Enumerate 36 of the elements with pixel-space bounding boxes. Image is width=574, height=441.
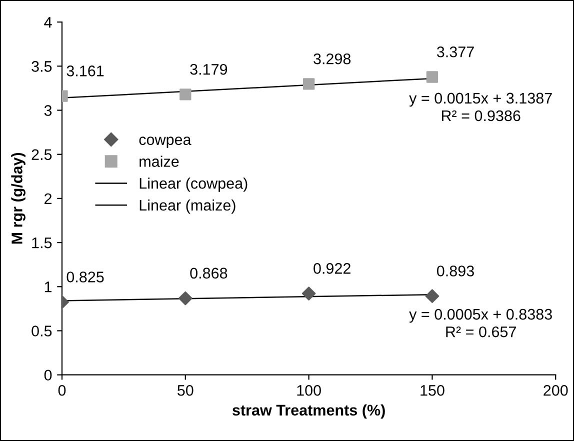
annotation: y = 0.0015x + 3.1387 R² = 0.9386 bbox=[409, 92, 552, 122]
point bbox=[180, 88, 192, 100]
y-tick-label: 0.5 bbox=[32, 326, 52, 336]
x-tick-label: 0 bbox=[58, 384, 66, 396]
x-tick-label: 150 bbox=[420, 384, 444, 396]
y-tick-label: 0 bbox=[44, 370, 52, 381]
legend-label: maize bbox=[140, 156, 179, 167]
data-label: 3.179 bbox=[190, 64, 228, 75]
data-label: 3.377 bbox=[436, 46, 474, 58]
point bbox=[302, 286, 316, 300]
x-tick-label: 200 bbox=[544, 384, 568, 396]
y-tick-label: 2.5 bbox=[32, 149, 52, 160]
x-axis-title: straw Treatments (%) bbox=[232, 404, 385, 419]
point bbox=[426, 71, 438, 83]
y-tick-label: 4 bbox=[44, 17, 52, 28]
y-axis-title: M rgr (g/day) bbox=[11, 152, 26, 244]
annotation: y = 0.0005x + 0.8383 R² = 0.657 bbox=[409, 308, 552, 338]
x-tick-label: 50 bbox=[178, 384, 194, 396]
point bbox=[178, 291, 192, 306]
legend-label: Linear (maize) bbox=[140, 199, 236, 214]
data-label: 0.868 bbox=[190, 268, 228, 279]
point bbox=[425, 289, 440, 303]
legend-label: cowpea bbox=[139, 136, 192, 148]
data-label: 0.893 bbox=[436, 266, 474, 276]
data-label: 3.161 bbox=[66, 66, 104, 76]
x-tick-label: 100 bbox=[297, 384, 321, 396]
y-tick-label: 3 bbox=[44, 105, 52, 116]
data-label: 3.298 bbox=[314, 53, 351, 64]
y-tick-label: 1.5 bbox=[32, 238, 52, 248]
y-tick-label: 2 bbox=[44, 193, 52, 204]
legend-label: Linear (cowpea) bbox=[140, 178, 248, 192]
y-tick-label: 3.5 bbox=[32, 61, 52, 72]
data-label: 0.922 bbox=[314, 263, 350, 274]
point bbox=[302, 78, 315, 90]
data-label: 0.825 bbox=[66, 272, 104, 282]
y-tick-label: 1 bbox=[44, 282, 52, 292]
